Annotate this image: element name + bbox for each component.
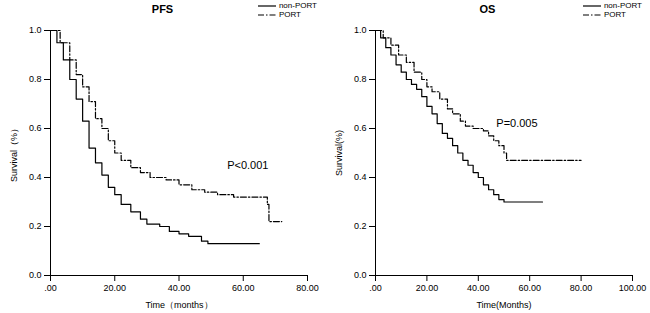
svg-text:0.2: 0.2	[29, 221, 42, 231]
svg-text:0.2: 0.2	[354, 221, 367, 231]
svg-text:0.0: 0.0	[29, 270, 42, 280]
svg-text:Time（months）: Time（months）	[145, 300, 212, 310]
html-text:non-PORT: non-PORT	[603, 1, 642, 10]
svg-text:Time(Months): Time(Months)	[476, 300, 531, 310]
html-text:non-PORT: non-PORT	[278, 1, 317, 10]
svg-text:0.0: 0.0	[354, 270, 367, 280]
svg-text:20.00: 20.00	[103, 283, 126, 293]
svg-text:60.00: 60.00	[232, 283, 255, 293]
svg-text:0.6: 0.6	[354, 123, 367, 133]
svg-text:80.00: 80.00	[570, 283, 593, 293]
svg-text:1.0: 1.0	[29, 25, 42, 35]
svg-text:0.4: 0.4	[354, 172, 367, 182]
svg-text:40.00: 40.00	[467, 283, 490, 293]
svg-text:0.4: 0.4	[29, 172, 42, 182]
html-text:PORT: PORT	[603, 10, 626, 19]
svg-text:0.6: 0.6	[29, 123, 42, 133]
svg-text:.00: .00	[369, 283, 382, 293]
svg-text:P=0.005: P=0.005	[496, 117, 537, 129]
svg-text:80.00: 80.00	[296, 283, 319, 293]
svg-text:100.00: 100.00	[619, 283, 647, 293]
svg-text:P<0.001: P<0.001	[227, 159, 268, 171]
svg-text:Survival（%）: Survival（%）	[9, 124, 19, 182]
svg-text:0.8: 0.8	[29, 74, 42, 84]
svg-text:Survival(%): Survival(%)	[334, 130, 344, 176]
svg-text:.00: .00	[44, 283, 57, 293]
svg-text:0.8: 0.8	[354, 74, 367, 84]
html-text:OS: OS	[479, 3, 496, 15]
svg-text:40.00: 40.00	[168, 283, 191, 293]
svg-text:1.0: 1.0	[354, 25, 367, 35]
html-text:PFS: PFS	[151, 3, 174, 15]
html-text:PORT: PORT	[278, 10, 301, 19]
svg-text:60.00: 60.00	[518, 283, 541, 293]
svg-text:20.00: 20.00	[416, 283, 439, 293]
